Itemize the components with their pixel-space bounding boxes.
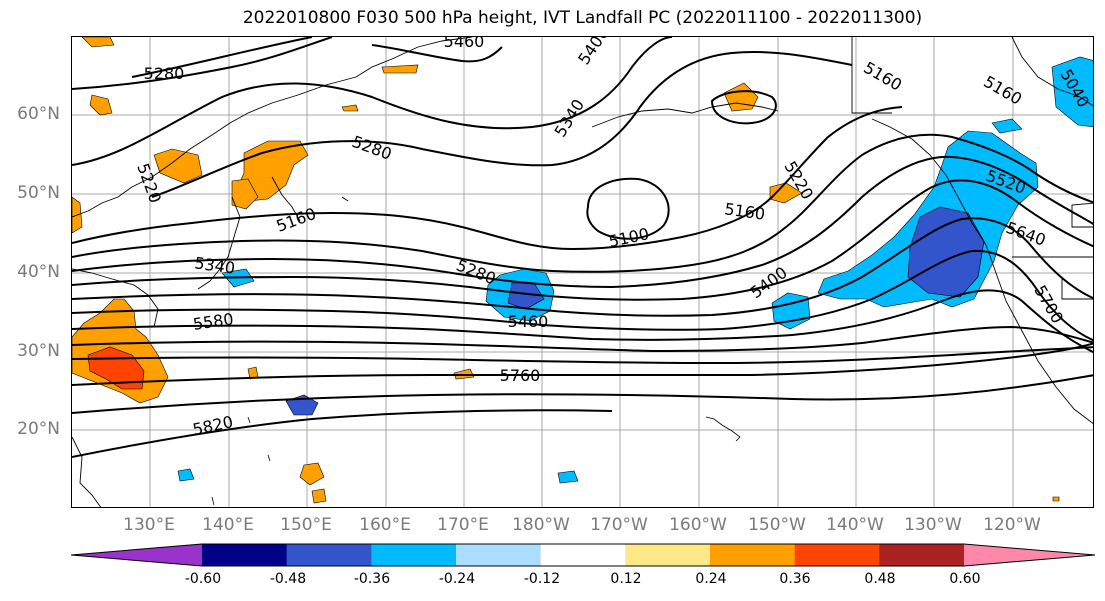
lon-label-170e: 170°E: [437, 515, 489, 535]
colorbar-segment: [710, 544, 796, 566]
colorbar-tick: -0.36: [353, 571, 391, 587]
map-canvas: 5460 5400 5280 5160 5160 5040 5340 5280 …: [72, 37, 1093, 507]
colorbar-tick: 0.36: [779, 571, 811, 587]
contour-label: 5160: [860, 58, 905, 95]
lon-label-130e: 130°E: [123, 515, 175, 535]
contour-label: 5640: [1004, 218, 1049, 250]
contour-label: 5340: [193, 253, 236, 277]
lon-label-130w: 130°W: [904, 515, 962, 535]
contour-label: 5160: [980, 72, 1025, 109]
colorbar-tick: -0.12: [523, 571, 561, 587]
colorbar-segment: [286, 544, 372, 566]
colorbar-tick: 0.12: [610, 571, 642, 587]
islands: [211, 416, 741, 506]
lon-label-150w: 150°W: [748, 515, 806, 535]
colorbar-tick: 0.48: [864, 571, 896, 587]
lat-label-20n: 20°N: [17, 419, 60, 439]
contour-label: 5280: [454, 255, 499, 288]
colorbar-segment: [879, 544, 965, 566]
contour-label: 5100: [607, 224, 651, 251]
contour-label: 5340: [550, 96, 588, 141]
lon-label-170w: 170°W: [590, 515, 648, 535]
colorbar-tick: 0.60: [949, 571, 981, 587]
lat-label-30n: 30°N: [17, 341, 60, 361]
colorbar-segments: [71, 544, 1095, 566]
lon-label-150e: 150°E: [280, 515, 332, 535]
colorbar-segment: [625, 544, 711, 566]
colorbar-segment: [456, 544, 542, 566]
lon-label-160w: 160°W: [669, 515, 727, 535]
lon-label-140w: 140°W: [826, 515, 884, 535]
colorbar-tick: -0.60: [184, 571, 222, 587]
colorbar: [71, 543, 1096, 567]
map-panel: 5460 5400 5280 5160 5160 5040 5340 5280 …: [71, 36, 1094, 508]
map-title: 2022010800 F030 500 hPa height, IVT Land…: [242, 8, 923, 28]
lon-label-160e: 160°E: [359, 515, 411, 535]
contour-label: 5460: [508, 312, 549, 331]
contour-label: 5280: [350, 132, 395, 164]
colorbar-segment: [794, 544, 880, 566]
contour-label: 5760: [500, 366, 541, 385]
colorbar-tick: -0.24: [438, 571, 476, 587]
colorbar-extend-min: [71, 544, 202, 566]
coastlines: [72, 37, 1093, 507]
colorbar-segment: [540, 544, 626, 566]
lat-label-50n: 50°N: [17, 183, 60, 203]
height-contours: [72, 37, 1093, 458]
lat-label-40n: 40°N: [17, 262, 60, 282]
contour-label: 5160: [274, 204, 319, 236]
contour-label: 5280: [144, 64, 185, 83]
contour-label: 5160: [723, 199, 766, 223]
contour-label: 5820: [191, 412, 235, 439]
lon-label-120w: 120°W: [983, 515, 1041, 535]
lon-label-180w: 180°W: [512, 515, 570, 535]
colorbar-tick: 0.24: [695, 571, 727, 587]
colorbar-tick: -0.48: [269, 571, 307, 587]
lon-label-140e: 140°E: [202, 515, 254, 535]
contour-label: 5400: [574, 37, 613, 68]
colorbar-segment: [371, 544, 457, 566]
lat-label-60n: 60°N: [17, 104, 60, 124]
colorbar-segment: [202, 544, 288, 566]
contour-label: 5580: [192, 309, 235, 333]
contour-label: 5460: [444, 37, 485, 51]
colorbar-extend-max: [964, 544, 1095, 566]
